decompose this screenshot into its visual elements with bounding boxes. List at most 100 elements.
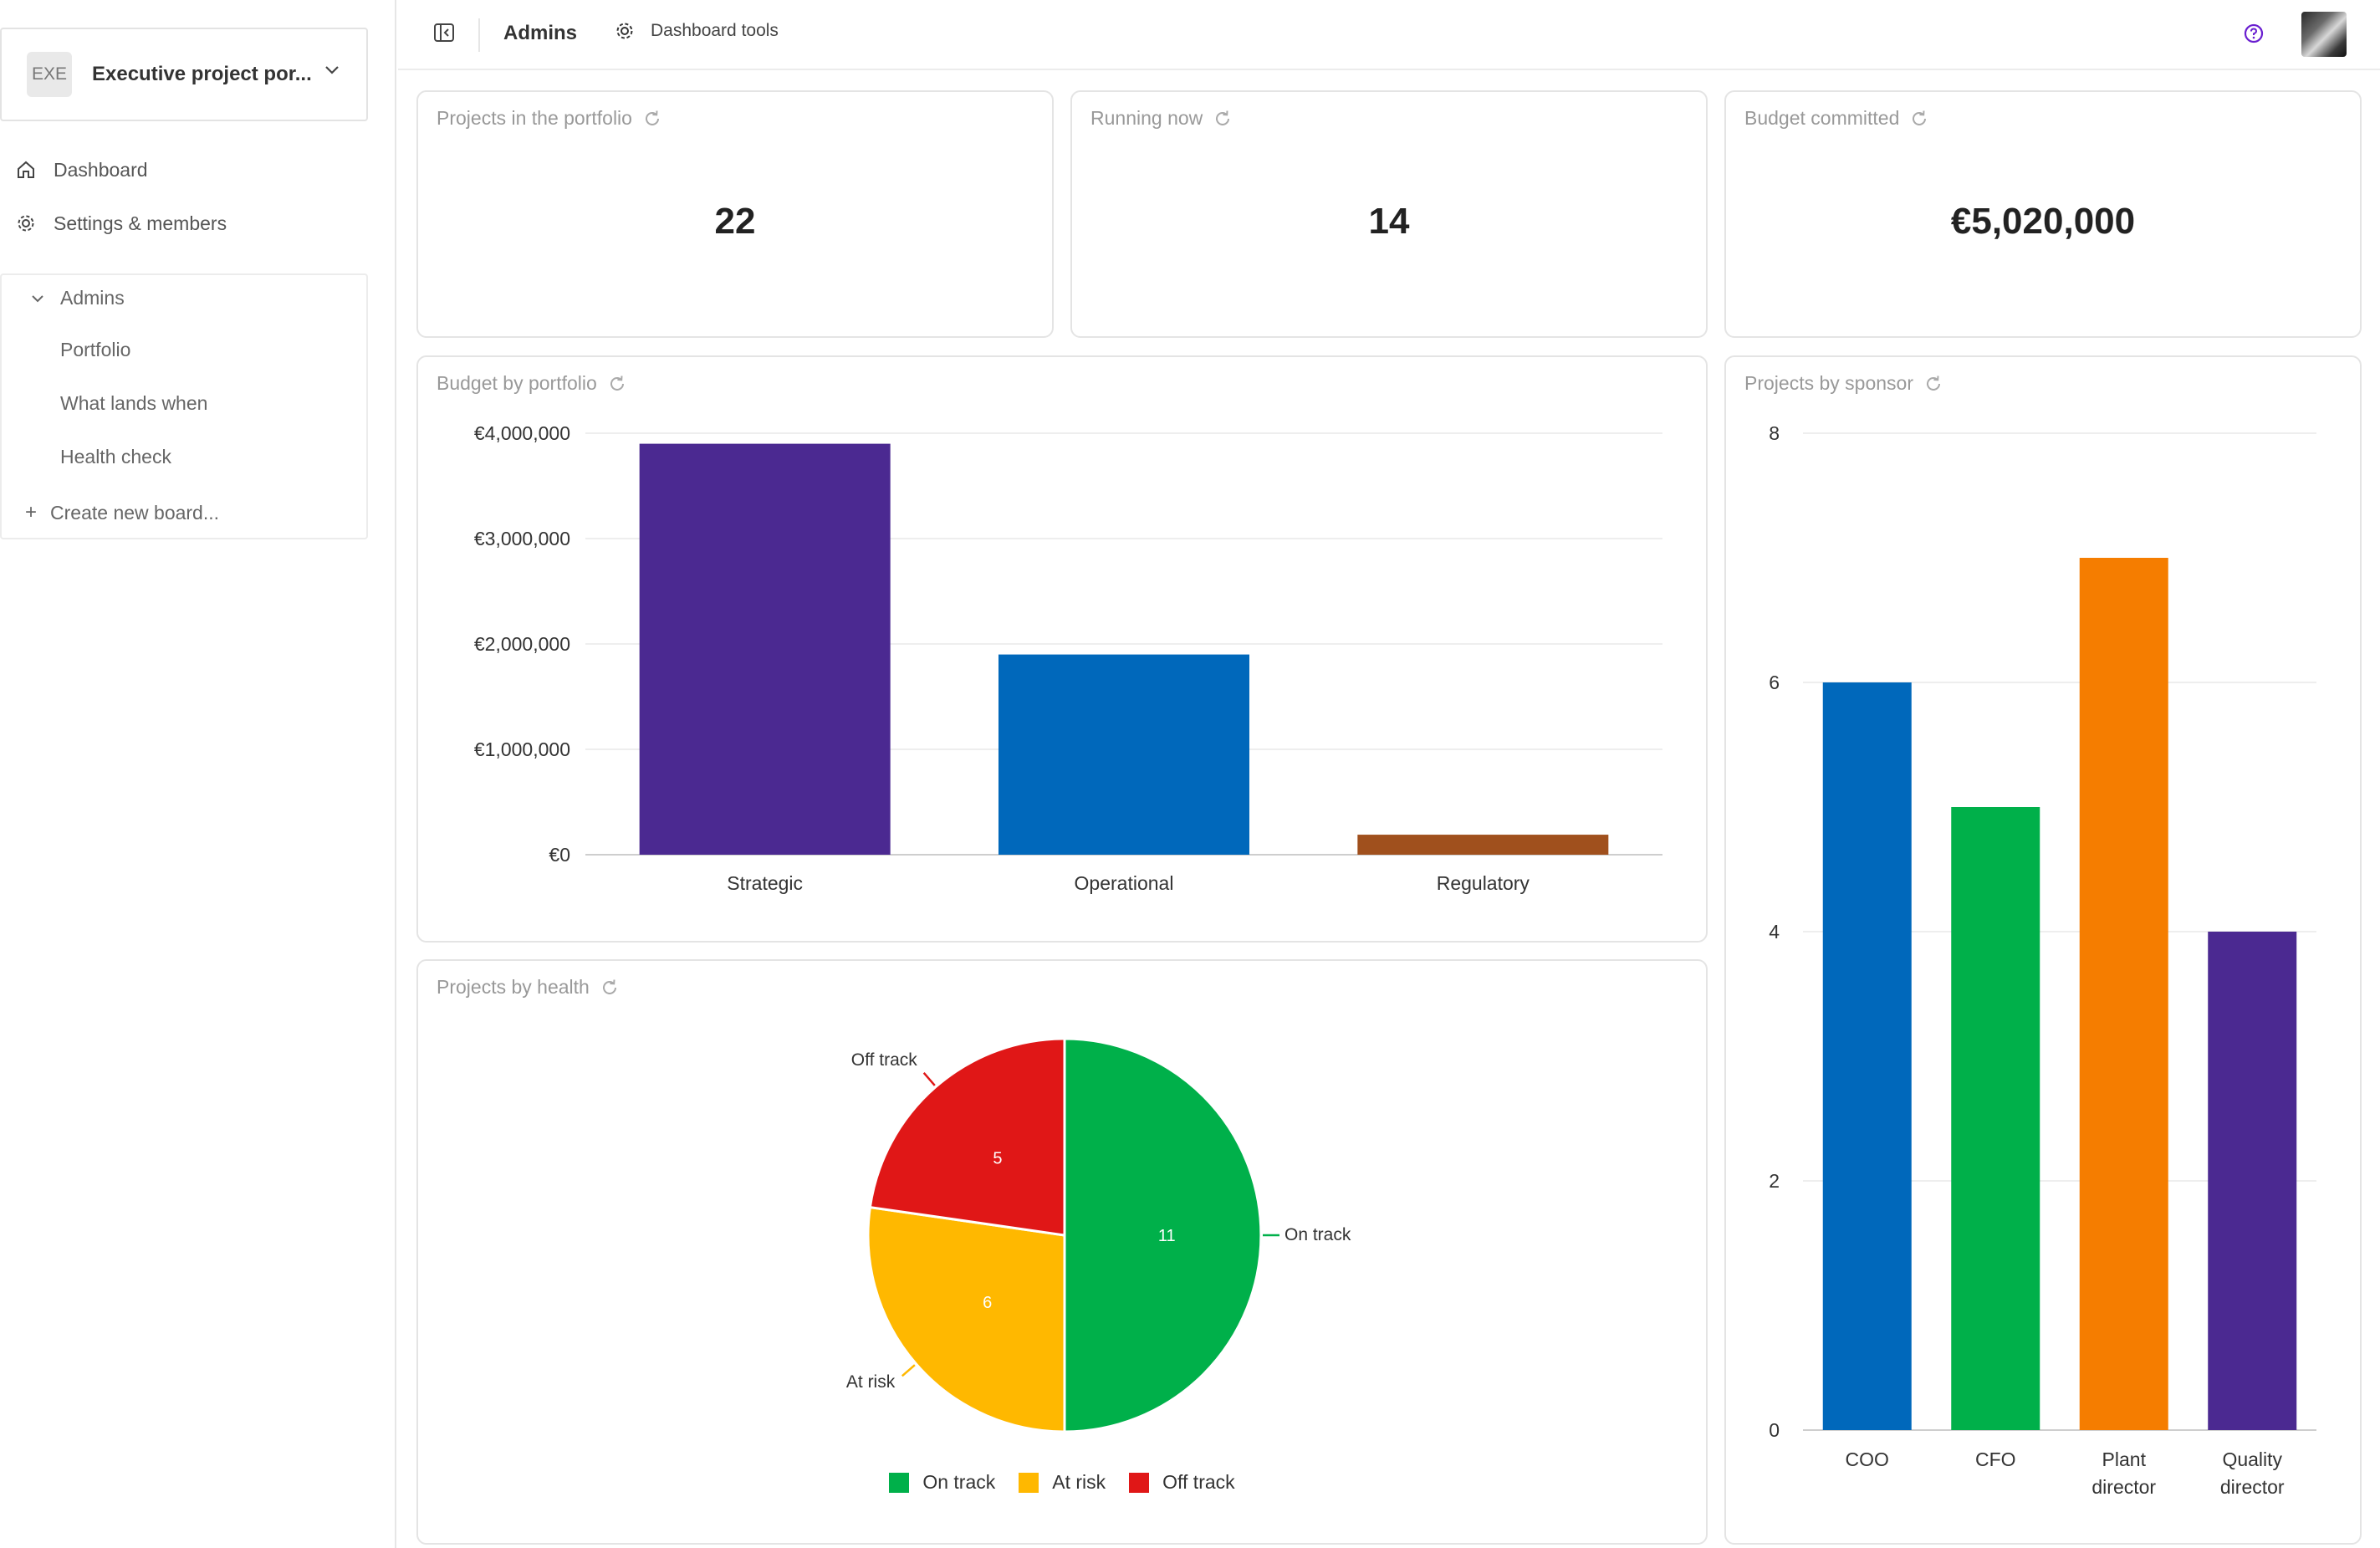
help-icon[interactable] <box>2241 21 2266 46</box>
group-admins-label: Admins <box>60 287 125 309</box>
x-tick-label: director <box>2220 1476 2285 1498</box>
y-tick-label: €4,000,000 <box>474 422 570 444</box>
board-portfolio[interactable]: Portfolio <box>60 339 131 360</box>
x-tick-label: COO <box>1846 1448 1889 1470</box>
legend-item-on-track[interactable]: On track <box>889 1471 995 1494</box>
sidebar: EXE Executive project por... Dashboard S… <box>0 0 396 1548</box>
pie-slice-on-track <box>1063 1037 1263 1433</box>
workspace-badge: EXE <box>27 52 72 97</box>
budget-bar-chart: €0 €1,000,000 €2,000,000 €3,000,000 €4,000,0… <box>474 422 1662 894</box>
workspace-switcher[interactable]: EXE Executive project por... <box>0 28 368 121</box>
workspace-name: Executive project por... <box>92 63 312 85</box>
gear-icon <box>616 23 633 39</box>
card-title: Projects by sponsor <box>1744 372 1913 394</box>
legend-label: On track <box>922 1471 996 1493</box>
legend-swatch <box>1129 1472 1150 1493</box>
card-title: Projects in the portfolio <box>437 107 632 129</box>
bar-coo <box>1822 682 1912 1430</box>
slice-value-label: 6 <box>983 1294 992 1312</box>
refresh-icon[interactable] <box>607 374 627 394</box>
slice-leader-line <box>922 1071 936 1086</box>
slice-category-label: At risk <box>846 1372 896 1392</box>
group-admins-toggle[interactable]: Admins <box>30 287 125 309</box>
pie-legend: On track At risk Off track <box>418 1471 1706 1494</box>
y-tick-label: €2,000,000 <box>474 633 570 655</box>
x-tick-label: Strategic <box>727 872 803 894</box>
header-divider <box>478 18 480 52</box>
nav-dashboard-label: Dashboard <box>54 158 148 181</box>
card-title: Budget by portfolio <box>437 372 597 394</box>
create-board-label: Create new board... <box>50 501 220 524</box>
home-icon <box>18 161 34 178</box>
gear-icon <box>18 215 34 232</box>
refresh-icon[interactable] <box>600 978 620 998</box>
x-tick-label: director <box>2091 1476 2156 1498</box>
page-title: Admins <box>503 22 578 44</box>
nav-dashboard[interactable]: Dashboard <box>15 149 148 191</box>
card-projects-by-sponsor: Projects by sponsor 0 2 4 6 8 COO CFO Plant dire… <box>1724 355 2362 1545</box>
refresh-icon[interactable] <box>1923 374 1943 394</box>
slice-category-label: On track <box>1284 1225 1351 1244</box>
card-budget-committed: Budget committed €5,020,000 <box>1724 90 2362 338</box>
legend-item-off-track[interactable]: Off track <box>1129 1471 1235 1494</box>
slice-category-label: Off track <box>851 1050 917 1070</box>
sidebar-toggle-icon[interactable] <box>432 20 457 45</box>
boards-panel: Admins Portfolio What lands when Health … <box>0 273 368 539</box>
legend-swatch <box>889 1472 910 1493</box>
card-title: Running now <box>1090 107 1203 129</box>
nav-settings-label: Settings & members <box>54 212 227 234</box>
y-tick-label: €3,000,000 <box>474 528 570 549</box>
y-tick-label: 2 <box>1769 1170 1780 1192</box>
stat-value: 22 <box>714 201 756 242</box>
card-title: Budget committed <box>1744 107 1900 129</box>
dashboard-tools-button[interactable]: Dashboard tools <box>614 20 779 42</box>
slice-value-label: 11 <box>1158 1227 1176 1245</box>
health-pie-chart: 11 On track 6 At risk 5 Off track <box>846 1037 1351 1433</box>
nav-settings-members[interactable]: Settings & members <box>15 202 227 244</box>
bar-strategic <box>639 443 891 855</box>
chevron-down-icon <box>32 294 43 302</box>
y-tick-label: 6 <box>1769 672 1780 693</box>
y-tick-label: 0 <box>1769 1419 1780 1441</box>
y-tick-label: €0 <box>549 844 570 866</box>
refresh-icon[interactable] <box>1213 109 1233 129</box>
stat-value: 14 <box>1368 201 1410 242</box>
bar-regulatory <box>1357 835 1609 855</box>
refresh-icon[interactable] <box>642 109 662 129</box>
legend-label: At risk <box>1052 1471 1106 1493</box>
bar-cfo <box>1951 807 2040 1430</box>
board-what-lands-when[interactable]: What lands when <box>60 392 208 414</box>
refresh-icon[interactable] <box>1909 109 1929 129</box>
x-tick-label: Plant <box>2102 1448 2147 1470</box>
x-tick-label: Operational <box>1075 872 1174 894</box>
x-tick-label: Regulatory <box>1437 872 1530 894</box>
bar-quality-director <box>2208 932 2297 1430</box>
avatar[interactable] <box>2301 12 2347 57</box>
y-tick-label: 8 <box>1769 422 1780 444</box>
slice-value-label: 5 <box>993 1150 1002 1168</box>
legend-label: Off track <box>1162 1471 1235 1493</box>
legend-item-at-risk[interactable]: At risk <box>1019 1471 1106 1494</box>
dashboard-tools-label: Dashboard tools <box>651 21 779 40</box>
pie-slice-at-risk <box>866 1205 1066 1433</box>
slice-leader-line <box>901 1364 916 1377</box>
stat-value: €5,020,000 <box>1950 201 2136 242</box>
pie-slice-off-track <box>868 1037 1066 1237</box>
y-tick-label: 4 <box>1769 921 1780 943</box>
card-running-now: Running now 14 <box>1070 90 1708 338</box>
card-projects-in-portfolio: Projects in the portfolio 22 <box>416 90 1054 338</box>
sponsor-bar-chart: 0 2 4 6 8 COO CFO Plant director Quality director <box>1769 422 2316 1498</box>
card-projects-by-health: Projects by health 11 On track 6 At risk 5 Of… <box>416 959 1708 1545</box>
chevron-down-icon <box>325 66 339 74</box>
plus-icon: + <box>25 501 38 524</box>
bar-operational <box>998 654 1249 855</box>
card-title: Projects by health <box>437 976 590 998</box>
board-health-check[interactable]: Health check <box>60 446 171 467</box>
bar-plant-director <box>2079 558 2168 1430</box>
top-bar: Admins Dashboard tools <box>398 0 2380 70</box>
y-tick-label: €1,000,000 <box>474 738 570 760</box>
x-tick-label: Quality <box>2222 1448 2282 1470</box>
card-budget-by-portfolio: Budget by portfolio €0 €1,000,000 €2,000,0… <box>416 355 1708 943</box>
legend-swatch <box>1019 1472 1039 1493</box>
create-board-button[interactable]: + Create new board... <box>25 501 219 524</box>
